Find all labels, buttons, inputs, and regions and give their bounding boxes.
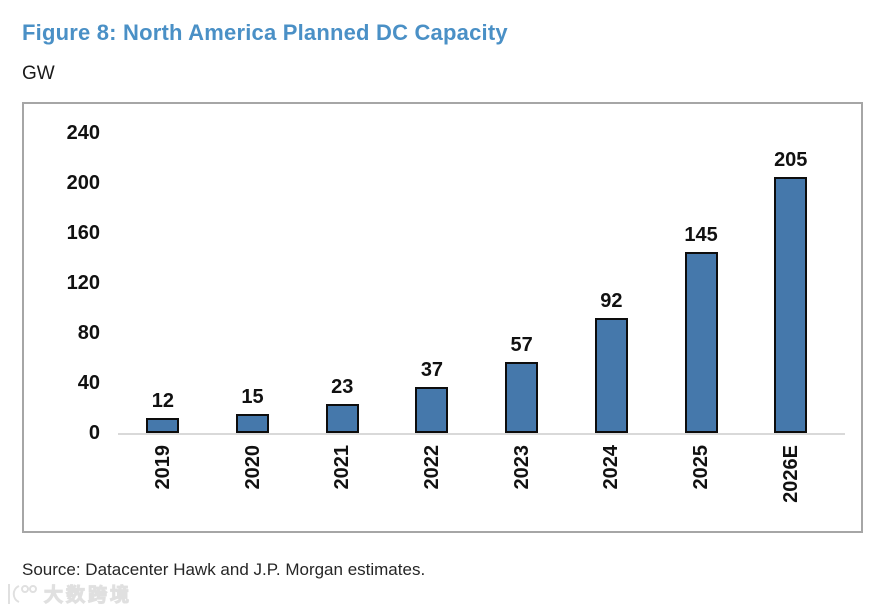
figure-title: Figure 8: North America Planned DC Capac…: [22, 20, 508, 45]
y-axis-tick-label: 0: [88, 422, 100, 444]
bar-2026e: [774, 176, 808, 433]
bar-value-label: 205: [774, 148, 808, 171]
y-axis-tick-label: 80: [77, 322, 100, 344]
bar-2023: [505, 361, 539, 433]
bar-value-label: 12: [151, 390, 174, 412]
y-axis-unit-label: GW: [22, 63, 55, 84]
bar-value-label: 23: [331, 376, 354, 399]
bar-value-label: 37: [420, 358, 444, 381]
bar-2019: [146, 418, 180, 433]
y-axis-tick-label: 240: [66, 122, 100, 144]
bar-2021: [325, 404, 359, 433]
y-axis-tick-label: 160: [66, 222, 100, 244]
bar-value-label: 57: [510, 333, 533, 356]
x-axis-line: [118, 433, 845, 435]
x-axis-category-label: 2024: [600, 445, 623, 490]
bar-value-label: 145: [684, 223, 718, 246]
y-axis-tick-label: 200: [66, 172, 100, 194]
x-axis-category-label: 2019: [151, 445, 174, 490]
x-axis-category-label: 2023: [510, 445, 533, 490]
chart-container: 0 40 80 120 160 200 240 12 2019 15 2020 23 2021 37 202…: [22, 102, 863, 533]
bar-value-label: 15: [241, 386, 264, 409]
source-note: Source: Datacenter Hawk and J.P. Morgan …: [22, 560, 426, 579]
bar-2022: [415, 386, 449, 433]
y-axis-tick-label: 120: [66, 272, 100, 294]
x-axis-category-label: 2021: [331, 445, 354, 490]
x-axis-category-label: 2025: [690, 445, 713, 490]
bar-value-label: 92: [600, 290, 623, 312]
bar-2020: [236, 414, 270, 433]
x-axis-category-label: 2026E: [779, 445, 802, 503]
watermark-logo: [8, 583, 37, 604]
watermark-text: 大数跨境: [43, 585, 133, 607]
bar-2024: [594, 318, 628, 433]
plot-area: 0 40 80 120 160 200 240 12 2019 15 2020 23 2021 37 202…: [24, 104, 861, 531]
y-axis-tick-label: 40: [77, 372, 100, 394]
watermark: 大数跨境: [5, 580, 132, 607]
x-axis-category-label: 2022: [420, 445, 443, 490]
x-axis-category-label: 2020: [241, 445, 264, 490]
bar-2025: [684, 251, 718, 433]
